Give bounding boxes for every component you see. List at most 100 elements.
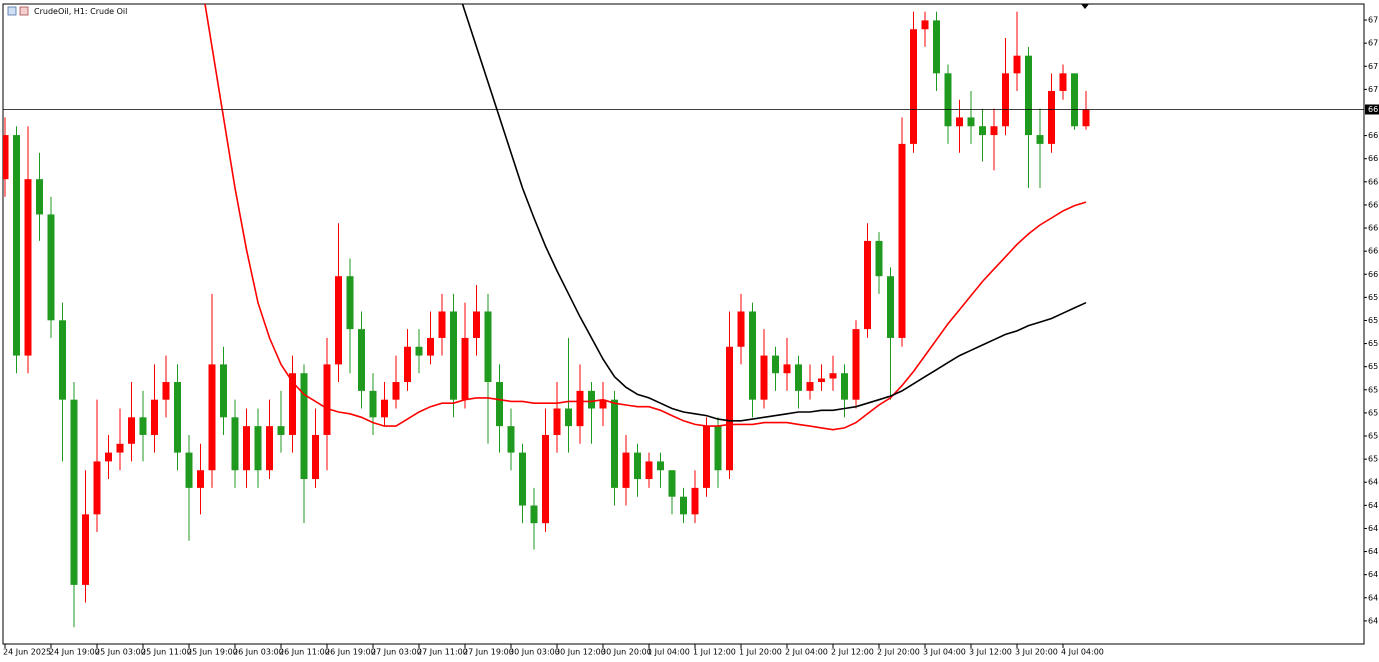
- candle-body: [13, 135, 20, 356]
- candle-body: [36, 179, 43, 215]
- candle-body: [634, 452, 641, 480]
- candle-body: [93, 461, 101, 515]
- x-tick-label: 3 Jul 12:00: [969, 648, 1012, 657]
- candle-body: [24, 179, 32, 356]
- candle-body: [335, 276, 342, 365]
- candle-body: [910, 29, 917, 144]
- candle-body: [726, 346, 733, 471]
- candle-body: [553, 408, 561, 435]
- x-tick-label: 27 Jun 11:00: [417, 648, 468, 657]
- icon: [19, 6, 29, 16]
- candle-body: [645, 461, 653, 480]
- y-tick-label: 65.144: [1368, 432, 1379, 441]
- x-tick-label: 26 Jun 03:00: [233, 648, 284, 657]
- candle-body: [576, 390, 584, 427]
- x-tick-label: 1 Jul 04:00: [647, 648, 690, 657]
- y-tick-label: 64.227: [1368, 593, 1379, 602]
- candle-body: [381, 399, 388, 418]
- candle-body: [47, 214, 55, 321]
- y-tick-label: 66.061: [1368, 270, 1379, 279]
- title-block: CrudeOil, H1: Crude Oil: [7, 6, 127, 16]
- candle-body: [473, 311, 480, 338]
- candle-body: [220, 364, 227, 418]
- candle-body: [921, 20, 929, 30]
- candle-body: [300, 373, 308, 480]
- candle-body: [680, 496, 687, 515]
- price-label-box: [1365, 104, 1379, 115]
- y-tick-label: 65.668: [1368, 339, 1379, 348]
- candle-body: [990, 126, 998, 136]
- candle-body: [162, 382, 170, 400]
- x-tick-label: 2 Jul 20:00: [877, 648, 920, 657]
- x-tick-label: 2 Jul 04:00: [785, 648, 828, 657]
- candle-body: [530, 505, 538, 524]
- x-tick-label: 30 Jun 20:00: [601, 648, 652, 657]
- candle-body: [1059, 73, 1067, 91]
- candle-body: [944, 73, 952, 127]
- y-tick-label: 67.240: [1368, 62, 1379, 71]
- candle-body: [266, 426, 273, 471]
- candle-body: [933, 20, 940, 74]
- candle-body: [818, 378, 825, 383]
- x-tick-label: 4 Jul 04:00: [1061, 648, 1104, 657]
- candle-body: [760, 355, 768, 400]
- x-tick-label: 1 Jul 12:00: [693, 648, 736, 657]
- y-tick-label: 65.013: [1368, 455, 1379, 464]
- candle-body: [852, 329, 860, 400]
- candle-body: [599, 399, 607, 409]
- candle-body: [542, 434, 549, 524]
- candle-body: [806, 382, 814, 391]
- moving-average: [204, 4, 1087, 431]
- x-tick-label: 3 Jul 04:00: [923, 648, 966, 657]
- x-tick-label: 2 Jul 12:00: [831, 648, 874, 657]
- candle-body: [749, 311, 756, 400]
- y-tick-label: 66.454: [1368, 200, 1379, 209]
- y-tick-label: 67.109: [1368, 85, 1379, 94]
- y-tick-label: 66.585: [1368, 177, 1379, 186]
- candle-body: [657, 461, 664, 471]
- x-tick-label: 24 Jun 19:00: [49, 648, 100, 657]
- candle-body: [565, 408, 572, 427]
- candle-body: [312, 434, 319, 480]
- candle-body: [1036, 135, 1044, 144]
- x-tick-label: 30 Jun 03:00: [509, 648, 560, 657]
- y-tick-label: 65.930: [1368, 293, 1379, 302]
- y-tick-label: 65.275: [1368, 408, 1379, 417]
- candle-body: [254, 426, 262, 471]
- candle-body: [461, 337, 469, 400]
- candle-body: [496, 382, 503, 427]
- x-tick-label: 25 Jun 11:00: [141, 648, 192, 657]
- candle-body: [737, 311, 745, 347]
- candle-body: [174, 382, 181, 453]
- candle-body: [1048, 90, 1055, 144]
- y-tick-label: 65.799: [1368, 316, 1379, 325]
- chart-title: CrudeOil, H1: Crude Oil: [34, 7, 127, 16]
- candle-body: [841, 373, 848, 400]
- y-tick-label: 66.192: [1368, 247, 1379, 256]
- candle-body: [277, 426, 285, 435]
- candle-body: [450, 311, 457, 400]
- candle-body: [622, 452, 630, 488]
- candle-body: [231, 417, 239, 471]
- candle-body: [864, 240, 871, 330]
- x-tick-label: 24 Jun 2025: [3, 648, 51, 657]
- x-tick-label: 1 Jul 20:00: [739, 648, 782, 657]
- candle-body: [438, 311, 446, 338]
- candle-body: [519, 452, 526, 506]
- candle-body: [116, 443, 124, 453]
- x-tick-label: 27 Jun 19:00: [463, 648, 514, 657]
- candle-body: [611, 399, 618, 488]
- candle-body: [967, 117, 975, 127]
- y-tick-label: 64.489: [1368, 547, 1379, 556]
- candle-body: [346, 276, 354, 330]
- y-tick-label: 67.371: [1368, 39, 1379, 48]
- candle-body: [358, 329, 365, 391]
- y-tick-label: 66.847: [1368, 131, 1379, 140]
- candle-body: [703, 426, 710, 488]
- candle-body: [197, 470, 204, 488]
- candle-body: [185, 452, 193, 488]
- x-tick-label: 26 Jun 11:00: [279, 648, 330, 657]
- candle-body: [1082, 109, 1090, 127]
- candle-body: [898, 143, 906, 338]
- axis-layer: 67.502 67.371 67.240 67.109 66.847 66.716 66.5…: [3, 16, 1379, 657]
